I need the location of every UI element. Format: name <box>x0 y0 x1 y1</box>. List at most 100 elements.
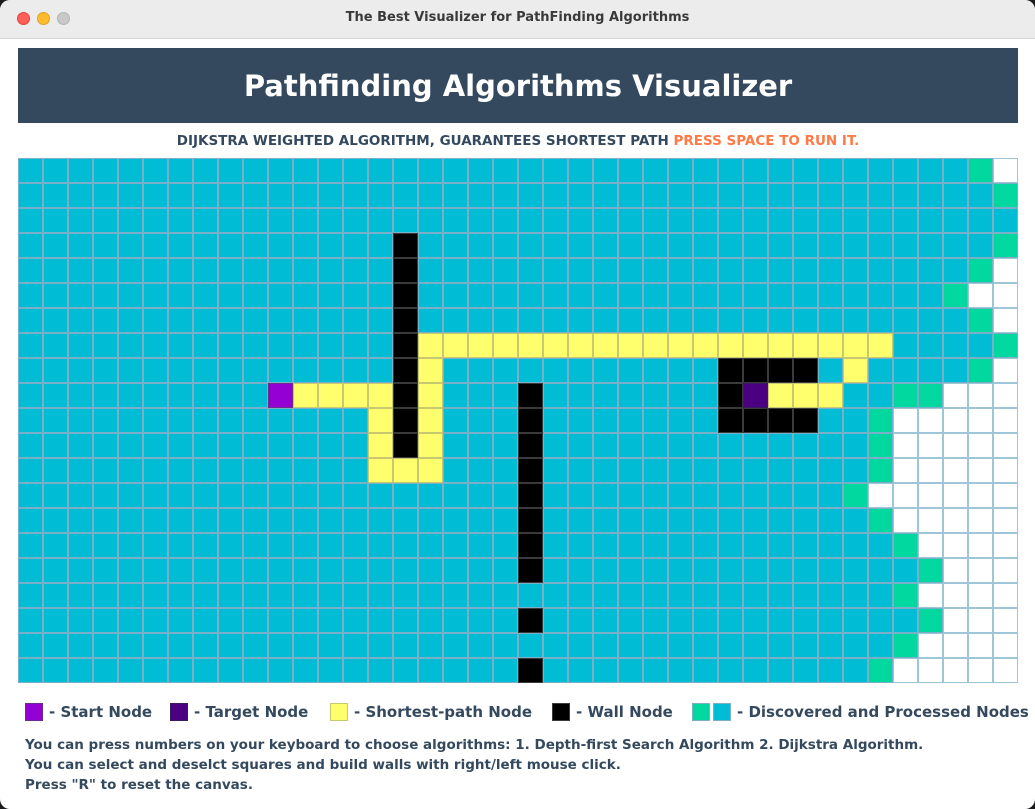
processed-cell[interactable] <box>718 483 743 508</box>
processed-cell[interactable] <box>68 208 93 233</box>
wall-cell[interactable] <box>518 533 543 558</box>
processed-cell[interactable] <box>418 283 443 308</box>
processed-cell[interactable] <box>143 358 168 383</box>
processed-cell[interactable] <box>868 358 893 383</box>
processed-cell[interactable] <box>568 558 593 583</box>
processed-cell[interactable] <box>518 583 543 608</box>
processed-cell[interactable] <box>243 558 268 583</box>
wall-cell[interactable] <box>518 483 543 508</box>
processed-cell[interactable] <box>868 158 893 183</box>
processed-cell[interactable] <box>643 383 668 408</box>
processed-cell[interactable] <box>618 658 643 683</box>
processed-cell[interactable] <box>268 333 293 358</box>
path-cell[interactable] <box>593 333 618 358</box>
path-cell[interactable] <box>518 333 543 358</box>
wall-cell[interactable] <box>518 383 543 408</box>
processed-cell[interactable] <box>793 308 818 333</box>
empty-cell[interactable] <box>968 533 993 558</box>
processed-cell[interactable] <box>818 283 843 308</box>
processed-cell[interactable] <box>168 383 193 408</box>
discovered-cell[interactable] <box>918 383 943 408</box>
path-cell[interactable] <box>493 333 518 358</box>
processed-cell[interactable] <box>43 358 68 383</box>
empty-cell[interactable] <box>943 533 968 558</box>
empty-cell[interactable] <box>918 483 943 508</box>
processed-cell[interactable] <box>668 658 693 683</box>
empty-cell[interactable] <box>943 458 968 483</box>
processed-cell[interactable] <box>818 208 843 233</box>
processed-cell[interactable] <box>43 183 68 208</box>
processed-cell[interactable] <box>468 483 493 508</box>
processed-cell[interactable] <box>668 558 693 583</box>
processed-cell[interactable] <box>68 433 93 458</box>
processed-cell[interactable] <box>93 233 118 258</box>
processed-cell[interactable] <box>618 233 643 258</box>
processed-cell[interactable] <box>218 508 243 533</box>
processed-cell[interactable] <box>718 183 743 208</box>
processed-cell[interactable] <box>718 658 743 683</box>
processed-cell[interactable] <box>143 483 168 508</box>
processed-cell[interactable] <box>468 383 493 408</box>
processed-cell[interactable] <box>668 383 693 408</box>
processed-cell[interactable] <box>843 158 868 183</box>
empty-cell[interactable] <box>993 158 1018 183</box>
processed-cell[interactable] <box>318 658 343 683</box>
processed-cell[interactable] <box>593 583 618 608</box>
processed-cell[interactable] <box>468 633 493 658</box>
processed-cell[interactable] <box>718 458 743 483</box>
processed-cell[interactable] <box>793 658 818 683</box>
processed-cell[interactable] <box>443 533 468 558</box>
path-cell[interactable] <box>768 383 793 408</box>
empty-cell[interactable] <box>918 658 943 683</box>
processed-cell[interactable] <box>893 233 918 258</box>
discovered-cell[interactable] <box>968 158 993 183</box>
path-cell[interactable] <box>368 433 393 458</box>
processed-cell[interactable] <box>743 558 768 583</box>
empty-cell[interactable] <box>968 383 993 408</box>
processed-cell[interactable] <box>143 408 168 433</box>
processed-cell[interactable] <box>968 233 993 258</box>
processed-cell[interactable] <box>293 358 318 383</box>
processed-cell[interactable] <box>18 558 43 583</box>
processed-cell[interactable] <box>343 233 368 258</box>
processed-cell[interactable] <box>468 258 493 283</box>
processed-cell[interactable] <box>218 608 243 633</box>
processed-cell[interactable] <box>768 183 793 208</box>
processed-cell[interactable] <box>318 233 343 258</box>
processed-cell[interactable] <box>118 508 143 533</box>
processed-cell[interactable] <box>368 633 393 658</box>
processed-cell[interactable] <box>768 633 793 658</box>
processed-cell[interactable] <box>468 308 493 333</box>
processed-cell[interactable] <box>543 408 568 433</box>
processed-cell[interactable] <box>93 158 118 183</box>
processed-cell[interactable] <box>93 458 118 483</box>
processed-cell[interactable] <box>718 558 743 583</box>
processed-cell[interactable] <box>93 333 118 358</box>
close-window-button[interactable] <box>17 12 30 25</box>
processed-cell[interactable] <box>293 408 318 433</box>
processed-cell[interactable] <box>893 208 918 233</box>
processed-cell[interactable] <box>818 158 843 183</box>
discovered-cell[interactable] <box>843 483 868 508</box>
processed-cell[interactable] <box>843 408 868 433</box>
processed-cell[interactable] <box>43 633 68 658</box>
empty-cell[interactable] <box>943 608 968 633</box>
processed-cell[interactable] <box>568 183 593 208</box>
empty-cell[interactable] <box>943 483 968 508</box>
processed-cell[interactable] <box>318 333 343 358</box>
processed-cell[interactable] <box>193 358 218 383</box>
empty-cell[interactable] <box>993 658 1018 683</box>
processed-cell[interactable] <box>93 558 118 583</box>
processed-cell[interactable] <box>268 558 293 583</box>
processed-cell[interactable] <box>168 233 193 258</box>
processed-cell[interactable] <box>693 533 718 558</box>
processed-cell[interactable] <box>268 233 293 258</box>
processed-cell[interactable] <box>618 183 643 208</box>
processed-cell[interactable] <box>643 258 668 283</box>
processed-cell[interactable] <box>143 458 168 483</box>
processed-cell[interactable] <box>568 533 593 558</box>
discovered-cell[interactable] <box>893 633 918 658</box>
processed-cell[interactable] <box>568 233 593 258</box>
processed-cell[interactable] <box>618 508 643 533</box>
processed-cell[interactable] <box>668 208 693 233</box>
